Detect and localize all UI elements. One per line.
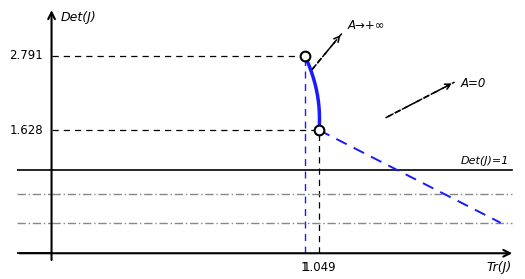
Text: 1.628: 1.628 [9,124,43,137]
Text: Det(J)=1: Det(J)=1 [461,156,509,166]
Text: Det(J): Det(J) [60,11,96,23]
Text: A→+∞: A→+∞ [348,19,385,32]
Text: 1.049: 1.049 [302,261,336,274]
Text: 1: 1 [301,261,309,274]
Text: Tr(J): Tr(J) [487,261,512,274]
Text: 2.791: 2.791 [9,49,43,62]
Text: A=0: A=0 [460,77,486,90]
